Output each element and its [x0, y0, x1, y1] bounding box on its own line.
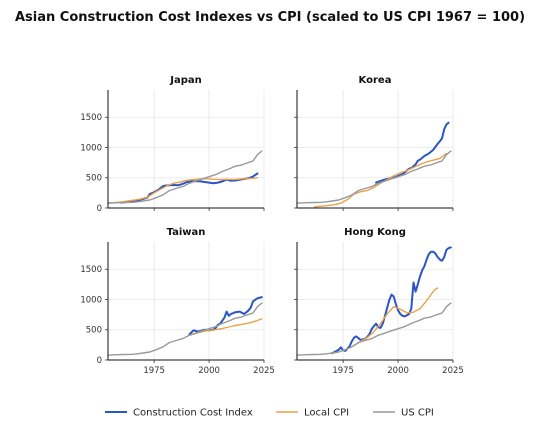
panels-container: Japan 0 500 1000 1500 Korea Taiwan 0 500 1000 1500… [80, 75, 463, 376]
panel-title-hong-kong: Hong Kong [344, 227, 406, 238]
panel-korea: Korea [294, 75, 454, 211]
y-tick-label: 0 [97, 204, 102, 214]
y-tick-label: 500 [86, 174, 102, 184]
chart-title: Asian Construction Cost Indexes vs CPI (… [15, 10, 525, 25]
series-line-local-cpi-taiwan [188, 318, 263, 336]
y-tick-label: 1000 [80, 295, 102, 305]
series-line-local-cpi-japan [107, 176, 259, 204]
legend-item-construction-cost-index: Construction Cost Index [105, 408, 253, 419]
panel-taiwan: Taiwan 0 500 1000 1500 1975 2000 2025 [80, 227, 274, 376]
series-line-us-cpi-taiwan [107, 302, 263, 356]
series-line-us-cpi-hong-kong [296, 302, 452, 356]
y-tick-label: 1000 [80, 143, 102, 153]
legend-label-construction-cost-index: Construction Cost Index [133, 408, 253, 419]
series-line-construction-cost-index-korea [375, 121, 450, 184]
legend: Construction Cost Index Local CPI US CPI [105, 408, 434, 419]
x-tick-label: 1975 [143, 366, 165, 376]
x-tick-label: 2025 [442, 366, 464, 376]
series-line-us-cpi-japan [107, 150, 263, 204]
x-tick-label: 2000 [387, 366, 409, 376]
panel-japan: Japan 0 500 1000 1500 [80, 75, 265, 214]
panel-title-korea: Korea [359, 75, 392, 86]
series-line-construction-cost-index-hong-kong [331, 246, 452, 355]
panel-title-taiwan: Taiwan [167, 227, 206, 238]
series-line-us-cpi-korea [296, 150, 452, 204]
series-line-construction-cost-index-taiwan [188, 296, 263, 336]
panel-hong-kong: Hong Kong 1975 2000 2025 [294, 227, 464, 376]
series-line-local-cpi-hong-kong [353, 287, 439, 347]
y-tick-label: 1500 [80, 113, 102, 123]
x-tick-label: 2025 [253, 366, 275, 376]
legend-item-us-cpi: US CPI [373, 408, 434, 419]
legend-item-local-cpi: Local CPI [276, 408, 349, 419]
x-tick-label: 1975 [332, 366, 354, 376]
y-tick-label: 500 [86, 326, 102, 336]
legend-label-us-cpi: US CPI [401, 408, 434, 419]
y-tick-label: 1500 [80, 265, 102, 275]
legend-label-local-cpi: Local CPI [304, 408, 349, 419]
y-tick-label: 0 [97, 356, 102, 366]
x-tick-label: 2000 [198, 366, 220, 376]
panel-title-japan: Japan [169, 75, 202, 86]
